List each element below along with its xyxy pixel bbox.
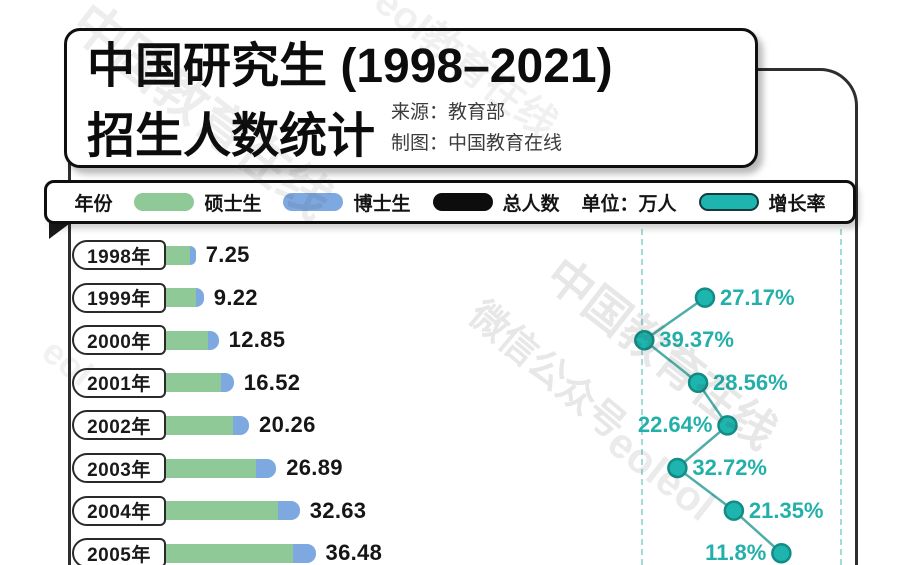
source-label: 来源：教育部: [391, 102, 506, 123]
title-card: 中国研究生 (1998–2021) 招生人数统计 来源：教育部 制图：中国教育在…: [64, 28, 758, 168]
masters-bar-segment: [166, 373, 221, 393]
total-value-label: 12.85: [228, 327, 286, 353]
enrollment-bar: [166, 543, 316, 563]
growth-rate-label: 22.64%: [637, 412, 713, 438]
source-block: 来源：教育部 制图：中国教育在线: [391, 97, 562, 166]
table-row-2004年: 2004年 32.63: [72, 495, 367, 526]
total-black-swatch-icon: [432, 193, 493, 211]
doctoral-bar-segment: [293, 543, 316, 563]
masters-bar-segment: [166, 543, 294, 563]
growth-rate-label: 27.17%: [719, 284, 795, 310]
legend-item-5: 增长率: [698, 189, 826, 216]
growth-rate-label: 11.8%: [705, 540, 767, 565]
doctoral-blue-swatch-icon: [283, 193, 344, 211]
doctoral-bar-segment: [220, 373, 234, 393]
legend-item-1: 硕士生: [134, 189, 261, 216]
table-row-2002年: 2002年 20.26: [72, 410, 316, 441]
legend-label-2: 博士生: [353, 193, 411, 215]
total-value-label: 16.52: [243, 369, 301, 395]
enrollment-bar: [166, 501, 300, 521]
legend-bubble-tail-icon: [49, 221, 73, 239]
year-pill: 2003年: [72, 453, 166, 483]
masters-bar-segment: [166, 245, 190, 265]
year-pill: 1999年: [72, 282, 166, 313]
doctoral-bar-segment: [233, 415, 250, 435]
masters-bar-segment: [166, 288, 196, 308]
masters-bar-segment: [166, 501, 278, 521]
legend-item-4: 单位：万人: [582, 189, 677, 216]
table-row-1998年: 1998年 7.25: [72, 240, 250, 270]
table-row-2005年: 2005年 36.48: [72, 538, 382, 565]
year-pill: 2001年: [72, 367, 166, 398]
reference-dash-line-40pct: [641, 229, 644, 565]
masters-green-swatch-icon: [134, 193, 195, 211]
masters-bar-segment: [166, 330, 209, 350]
legend-label-1: 硕士生: [204, 193, 262, 215]
table-row-2000年: 2000年 12.85: [72, 325, 286, 356]
growth-rate-label: 21.35%: [748, 497, 824, 523]
total-value-label: 36.48: [325, 540, 383, 565]
reference-dash-line-0pct: [840, 229, 842, 565]
enrollment-bar: [166, 288, 204, 308]
year-pill: 2000年: [72, 325, 166, 356]
total-value-label: 32.63: [309, 497, 367, 523]
legend-label-3: 总人数: [502, 193, 560, 215]
doctoral-bar-segment: [208, 330, 219, 350]
growth-teal-swatch-icon: [698, 193, 759, 211]
total-value-label: 7.25: [205, 242, 250, 267]
year-pill: 2002年: [72, 410, 166, 441]
legend-label-5: 增长率: [768, 193, 826, 215]
total-value-label: 9.22: [213, 284, 258, 310]
legend-label-0: 年份: [74, 193, 113, 215]
enrollment-bar: [166, 245, 196, 265]
doctoral-bar-segment: [277, 501, 300, 521]
year-pill: 1998年: [72, 240, 166, 270]
legend-label-4: 单位：万人: [581, 193, 677, 215]
table-row-2001年: 2001年 16.52: [72, 367, 301, 398]
enrollment-bar: [166, 458, 277, 478]
enrollment-bar: [166, 330, 219, 350]
page-title-line1: 中国研究生 (1998–2021): [87, 40, 613, 93]
page-title-line2: 招生人数统计: [87, 110, 376, 164]
credit-label: 制图：中国教育在线: [391, 133, 563, 155]
masters-bar-segment: [166, 458, 257, 478]
growth-rate-label: 28.56%: [713, 369, 788, 395]
legend-item-3: 总人数: [432, 189, 560, 216]
year-pill: 2004年: [72, 495, 166, 526]
growth-rate-label: 39.37%: [659, 327, 734, 353]
growth-rate-label: 32.72%: [692, 455, 767, 480]
doctoral-bar-segment: [189, 245, 196, 265]
masters-bar-segment: [166, 415, 234, 435]
doctoral-bar-segment: [195, 288, 204, 308]
enrollment-bar: [166, 415, 250, 435]
table-row-1999年: 1999年 9.22: [72, 282, 258, 313]
year-pill: 2005年: [72, 538, 166, 565]
total-value-label: 20.26: [259, 412, 316, 438]
legend-item-2: 博士生: [283, 189, 411, 216]
legend-item-0: 年份: [74, 189, 112, 216]
legend-bar: 年份 硕士生 博士生 总人数 单位：万人 增长率: [44, 180, 856, 224]
total-value-label: 26.89: [286, 455, 343, 480]
enrollment-bar: [166, 373, 234, 393]
doctoral-bar-segment: [256, 458, 277, 478]
table-row-2003年: 2003年 26.89: [72, 453, 343, 483]
